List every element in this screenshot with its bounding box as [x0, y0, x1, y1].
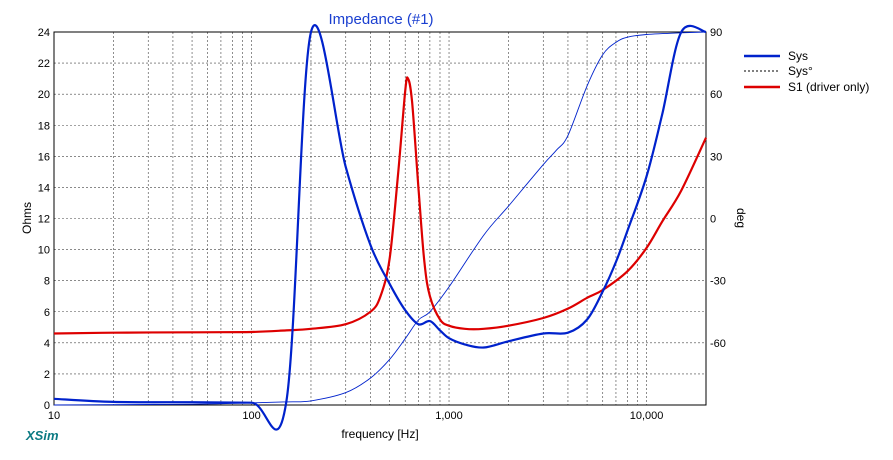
x-tick-label: 100 [242, 410, 260, 422]
y2-tick-label: 0 [710, 214, 716, 226]
y-tick-label: 14 [38, 182, 50, 194]
app-logo: XSim [26, 428, 59, 443]
x-tick-label: 10,000 [630, 410, 664, 422]
legend: Sys Sys° S1 (driver only) [744, 49, 869, 94]
y-tick-label: 0 [44, 400, 50, 412]
y-tick-label: 12 [38, 214, 50, 226]
plot-frame [53, 31, 707, 406]
series-line-sys [53, 24, 707, 431]
y2-axis-label: deg [734, 208, 748, 228]
y-tick-label: 22 [38, 58, 50, 70]
y2-tick-label: -30 [710, 276, 726, 288]
y-axis-label: Ohms [20, 202, 34, 234]
y2-tick-label: -60 [710, 338, 726, 350]
y-tick-label: 18 [38, 120, 50, 132]
y-tick-label: 2 [44, 369, 50, 381]
y-tick-label: 8 [44, 276, 50, 288]
series-line-s1 [53, 76, 707, 335]
y-tick-label: 20 [38, 89, 50, 101]
y-tick-label: 10 [38, 245, 50, 257]
grid-lines [54, 32, 706, 405]
series-line-sys-phase [53, 31, 707, 406]
legend-label-s1: S1 (driver only) [788, 80, 869, 94]
y-tick-label: 24 [38, 27, 50, 39]
y2-tick-label: 30 [710, 151, 722, 163]
y2-tick-label: 60 [710, 89, 722, 101]
chart-title: Impedance (#1) [328, 11, 433, 28]
y-tick-label: 4 [44, 338, 50, 350]
legend-label-sys: Sys [788, 49, 808, 63]
y2-tick-label: 90 [710, 27, 722, 39]
x-tick-label: 10 [48, 410, 60, 422]
series-lines [53, 24, 707, 431]
x-tick-label: 1,000 [435, 410, 463, 422]
y-tick-label: 16 [38, 151, 50, 163]
y-tick-label: 6 [44, 307, 50, 319]
legend-label-sys-phase: Sys° [788, 64, 813, 78]
x-axis-label: frequency [Hz] [341, 427, 418, 441]
